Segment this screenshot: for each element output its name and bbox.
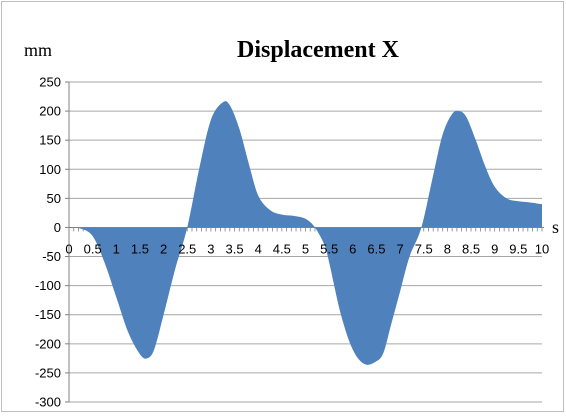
y-tick-label-7: -100 <box>35 278 61 293</box>
x-tick-label-1: 0.5 <box>84 241 102 256</box>
x-tick-label-9: 4.5 <box>273 241 291 256</box>
x-tick-label-10: 5 <box>302 241 309 256</box>
y-tick-label-10: -250 <box>35 365 61 380</box>
y-tick-label-0: 250 <box>39 75 61 90</box>
x-tick-label-12: 6 <box>349 241 356 256</box>
y-tick-label-6: -50 <box>42 249 61 264</box>
x-tick-label-17: 8.5 <box>462 241 480 256</box>
y-axis-unit: mm <box>24 40 52 60</box>
x-tick-label-8: 4 <box>255 241 262 256</box>
x-tick-label-15: 7.5 <box>415 241 433 256</box>
x-tick-label-0: 0 <box>65 241 72 256</box>
x-tick-label-3: 1.5 <box>131 241 149 256</box>
y-tick-label-1: 200 <box>39 104 61 119</box>
x-tick-label-13: 6.5 <box>367 241 385 256</box>
chart-title: Displacement X <box>237 37 400 63</box>
x-tick-labels: 0 0.5 1 1.5 2 2.5 3 3.5 4 4.5 5 5.5 6 6.5 7 7.5 8 8.5 9 9.5… <box>65 241 549 256</box>
x-tick-label-14: 7 <box>396 241 403 256</box>
y-tick-label-5: 0 <box>54 220 61 235</box>
x-tick-label-16: 8 <box>444 241 451 256</box>
x-tick-label-18: 9 <box>491 241 498 256</box>
y-tick-labels: 250 200 150 100 50 0 -50 -100 -150 -200 -250 -300 <box>35 75 61 410</box>
series-area <box>69 101 542 365</box>
y-tick-label-8: -150 <box>35 307 61 322</box>
y-tick-label-9: -200 <box>35 336 61 351</box>
x-tick-label-19: 9.5 <box>509 241 527 256</box>
y-tick-label-3: 100 <box>39 162 61 177</box>
x-tick-label-20: 10 <box>535 241 549 256</box>
x-axis-unit: s <box>552 217 559 237</box>
x-tick-label-6: 3 <box>207 241 214 256</box>
y-tick-label-2: 150 <box>39 133 61 148</box>
x-tick-label-4: 2 <box>160 241 167 256</box>
y-tick-label-11: -300 <box>35 395 61 410</box>
x-tick-label-2: 1 <box>113 241 120 256</box>
x-tick-label-5: 2.5 <box>178 241 196 256</box>
x-tick-label-11: 5.5 <box>320 241 338 256</box>
x-tick-label-7: 3.5 <box>226 241 244 256</box>
y-tick-label-4: 50 <box>47 191 61 206</box>
